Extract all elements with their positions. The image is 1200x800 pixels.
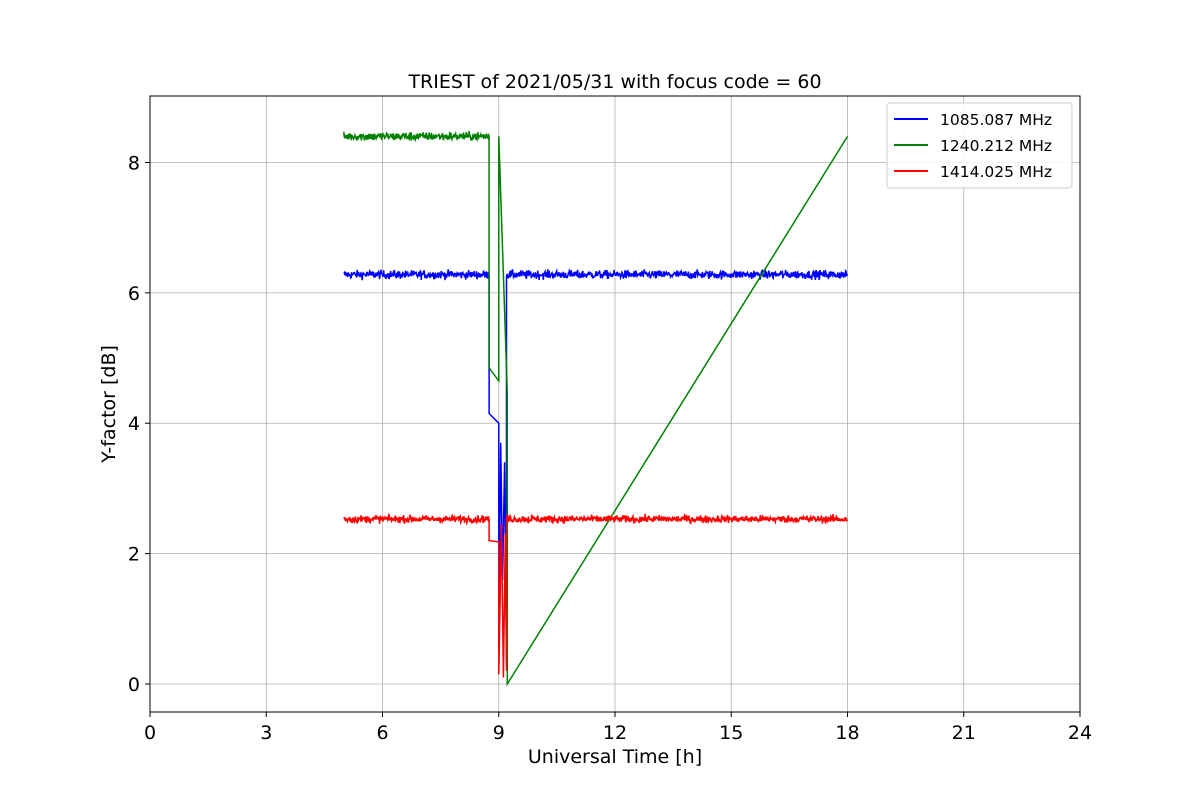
x-tick-label: 3 [260,722,272,744]
y-tick-label: 8 [128,152,140,174]
legend-box [886,102,1073,189]
y-tick-label: 0 [128,674,140,696]
y-tick-label: 6 [128,283,140,305]
series-line-3 [343,513,849,678]
x-tick-label: 6 [376,722,388,744]
x-tick-label: 9 [493,722,505,744]
series-line-1 [343,267,849,665]
legend-label-1: 1085.087 MHz [940,111,1052,129]
y-tick-label: 2 [128,544,140,566]
legend-label-3: 1414.025 MHz [940,163,1052,181]
plot-series [343,130,849,687]
series-line-2 [343,130,849,687]
x-tick-label: 15 [719,722,743,744]
x-tick-label: 21 [952,722,976,744]
legend: 1085.087 MHz 1240.212 MHz 1414.025 MHz [886,102,1073,189]
y-axis-label: Y-factor [dB] [98,345,120,464]
x-tick-label: 12 [603,722,627,744]
x-tick-label: 18 [835,722,859,744]
x-axis-label: Universal Time [h] [528,746,702,768]
y-tick-label: 4 [128,413,140,435]
x-tick-label: 0 [144,722,156,744]
chart-title: TRIEST of 2021/05/31 with focus code = 6… [407,71,821,93]
legend-label-2: 1240.212 MHz [940,137,1052,155]
x-tick-label: 24 [1068,722,1092,744]
